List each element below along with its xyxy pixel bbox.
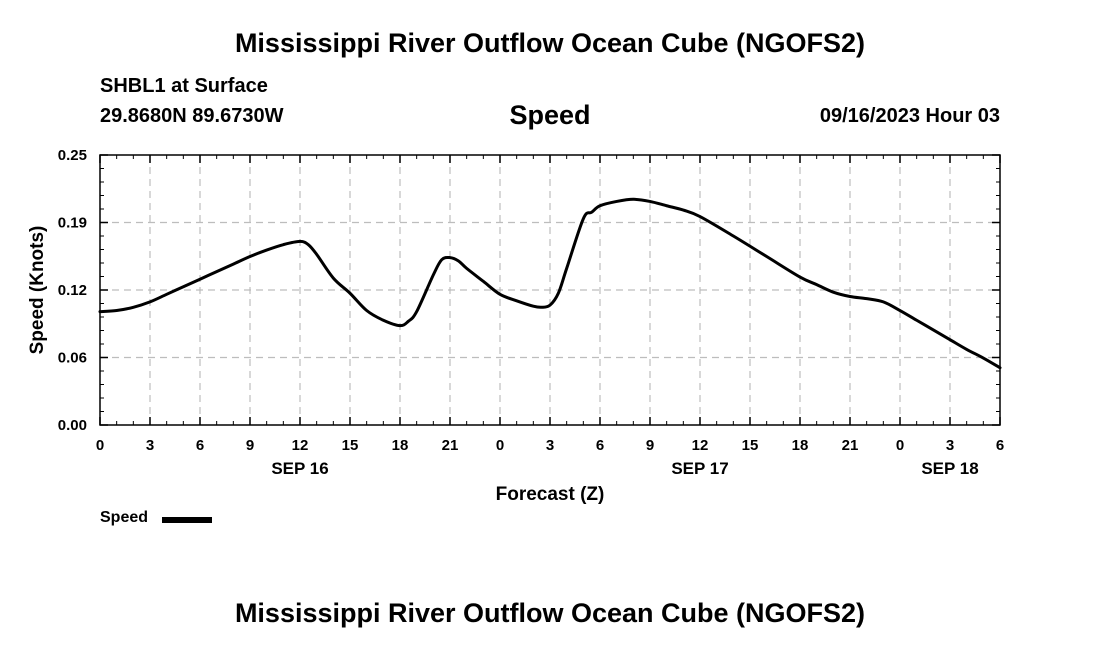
date-label: SEP 18 xyxy=(921,459,978,478)
y-axis-label: Speed (Knots) xyxy=(27,226,48,355)
x-tick-label: 0 xyxy=(496,437,504,454)
x-tick-label: 9 xyxy=(646,437,654,454)
station-coordinates: 29.8680N 89.6730W xyxy=(100,105,284,127)
x-tick-label: 0 xyxy=(96,437,104,454)
labels-layer: 0 3 6 9 12 15 18 21 0 3 6 9 12 15 18 21 0 3 6 0.00 0.06 0.12 0… xyxy=(58,147,1004,478)
y-tick-label: 0.12 xyxy=(58,282,87,299)
x-tick-label: 18 xyxy=(792,437,809,454)
x-tick-label: 6 xyxy=(196,437,204,454)
page-title: Mississippi River Outflow Ocean Cube (NG… xyxy=(234,28,866,58)
legend-label: Speed xyxy=(100,509,149,526)
x-tick-label: 18 xyxy=(392,437,409,454)
x-tick-label: 3 xyxy=(146,437,154,454)
x-tick-label: 6 xyxy=(596,437,604,454)
chart-title: Speed xyxy=(509,100,591,130)
x-tick-label: 0 xyxy=(896,437,904,454)
forecast-datetime: 09/16/2023 Hour 03 xyxy=(819,105,1000,127)
series-line-speed xyxy=(98,197,1002,370)
y-tick-label: 0.25 xyxy=(58,147,87,164)
plot-frame xyxy=(99,154,1001,426)
x-tick-label: 12 xyxy=(692,437,709,454)
grid-layer xyxy=(100,155,1000,425)
x-tick-label: 21 xyxy=(442,437,459,454)
x-tick-label: 15 xyxy=(342,437,359,454)
x-tick-label: 21 xyxy=(842,437,859,454)
y-tick-label: 0.00 xyxy=(58,417,87,434)
date-label: SEP 16 xyxy=(271,459,328,478)
y-tick-label: 0.06 xyxy=(58,350,87,367)
x-tick-label: 9 xyxy=(246,437,254,454)
x-tick-label: 12 xyxy=(292,437,309,454)
date-label: SEP 17 xyxy=(671,459,728,478)
x-tick-label: 15 xyxy=(742,437,759,454)
x-tick-label: 3 xyxy=(546,437,554,454)
station-label: SHBL1 at Surface xyxy=(100,75,268,97)
x-tick-label: 3 xyxy=(946,437,954,454)
x-tick-label: 6 xyxy=(996,437,1004,454)
x-axis-label: Forecast (Z) xyxy=(496,484,605,505)
footer-title: Mississippi River Outflow Ocean Cube (NG… xyxy=(234,598,866,628)
series-layer xyxy=(98,197,1002,370)
legend-swatch xyxy=(162,517,212,523)
y-tick-label: 0.19 xyxy=(58,215,87,232)
